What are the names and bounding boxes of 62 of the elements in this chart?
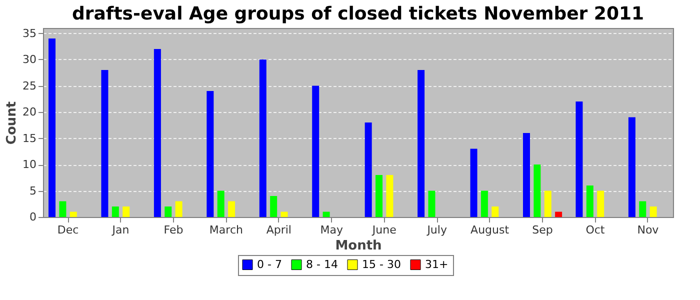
x-tick-label: July	[426, 224, 448, 236]
legend-label: 15 - 30	[362, 258, 401, 271]
x-axis-title: Month	[335, 238, 382, 254]
y-tick-label: 25	[22, 79, 36, 92]
bar	[418, 70, 425, 217]
bar	[492, 206, 499, 217]
bar	[322, 212, 330, 217]
bar	[386, 175, 394, 217]
bar	[112, 206, 119, 217]
x-tick-label: Jan	[111, 224, 130, 236]
bar	[428, 190, 436, 217]
bar	[522, 133, 530, 217]
y-tick-label: 10	[22, 158, 36, 171]
bar	[628, 117, 636, 217]
x-tick-label: Sep	[532, 224, 553, 236]
x-tick-label: Feb	[164, 224, 184, 236]
bar	[544, 190, 552, 217]
bar	[228, 201, 236, 217]
bar	[70, 212, 77, 217]
bar	[376, 175, 383, 217]
y-axis-title: Count	[4, 101, 20, 145]
bar	[480, 190, 488, 217]
x-tick-label: Dec	[57, 224, 79, 236]
bar	[555, 212, 562, 217]
bar	[270, 196, 278, 217]
bar	[576, 102, 583, 217]
x-tick-label: Oct	[586, 224, 606, 236]
bar	[164, 206, 172, 217]
bar	[259, 60, 266, 217]
bar	[175, 201, 182, 217]
y-tick-label: 15	[22, 132, 36, 145]
bar	[597, 190, 604, 217]
y-tick-label: 35	[22, 26, 36, 40]
bar	[650, 206, 657, 217]
y-tick-label: 5	[30, 184, 36, 198]
chart-title: drafts-eval Age groups of closed tickets November 2011	[72, 3, 644, 24]
x-tick-label: March	[209, 224, 243, 236]
y-tick-label: 0	[30, 210, 36, 224]
legend-label: 0 - 7	[257, 258, 282, 271]
bar	[206, 91, 214, 217]
x-tick-label: Nov	[637, 224, 660, 236]
bar	[312, 86, 320, 217]
bar	[586, 186, 594, 217]
bar	[280, 212, 288, 217]
x-tick-label: April	[266, 224, 292, 236]
x-tick-label: June	[371, 224, 397, 236]
bar	[639, 201, 646, 217]
x-tick-label: August	[470, 224, 510, 236]
bar	[534, 164, 541, 217]
bar	[122, 206, 130, 217]
bar	[154, 49, 161, 217]
legend-label: 31+	[425, 258, 448, 271]
bar	[48, 38, 56, 217]
bar	[59, 201, 66, 217]
bar	[364, 122, 372, 217]
bar	[470, 148, 478, 217]
bar	[217, 190, 224, 217]
y-tick-label: 30	[22, 53, 36, 66]
bar	[101, 70, 108, 217]
y-tick-label: 20	[22, 106, 36, 118]
legend-label: 8 - 14	[306, 258, 338, 271]
x-tick-label: May	[320, 224, 344, 236]
